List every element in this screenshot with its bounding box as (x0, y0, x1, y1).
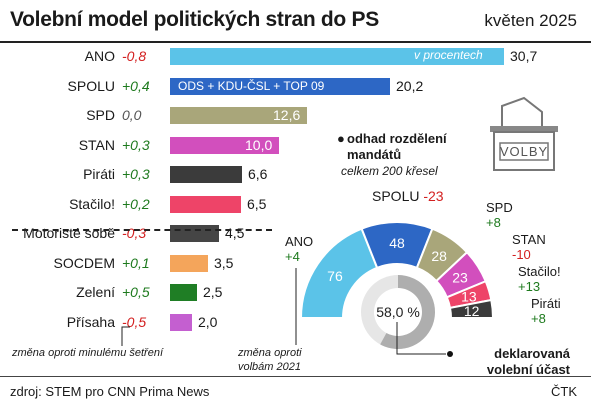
bar-value: 2,5 (203, 284, 223, 300)
seat-party-stan: STAN (512, 232, 546, 247)
bar-label: SPD (86, 107, 115, 123)
seat-label-spolu: SPOLU -23 (372, 189, 444, 204)
turnout-value: 58,0 % (376, 304, 420, 320)
bar-label: SPOLU (67, 78, 115, 94)
seat-value: 13 (461, 289, 477, 305)
bar-value: 2,0 (198, 314, 218, 330)
change-note-survey: změna oproti minulému šetření (12, 347, 164, 359)
seat-change-stacilo: +13 (518, 279, 541, 294)
top-rule (0, 41, 591, 43)
chart-title: Volební model politických stran do PS (10, 8, 379, 31)
seat-label-ano: ANO +4 (285, 234, 313, 264)
change-note-elections: změna oproti volbám 2021 (238, 347, 302, 373)
seat-party-spolu: SPOLU (372, 188, 420, 204)
seat-label-spd: SPD +8 (486, 200, 513, 230)
bottom-rule (0, 376, 591, 377)
seat-value: 48 (389, 235, 405, 251)
bar-label: STAN (78, 137, 115, 153)
bar-label: Motoristé sobě (23, 225, 115, 241)
seat-change-spd: +8 (486, 215, 501, 230)
turnout-title: deklarovaná volební účast (486, 346, 570, 377)
seat-segment (448, 298, 495, 319)
bar-label: SOCDEM (53, 255, 115, 271)
bar-label: Stačilo! (69, 196, 115, 212)
bar-change: +0,1 (122, 255, 150, 271)
bar-change: +0,3 (122, 166, 150, 182)
unit-note: v procentech (414, 48, 483, 62)
bar-change: 0,0 (122, 107, 142, 123)
bar-change: +0,2 (122, 196, 150, 212)
bar-value: 10,0 (245, 137, 273, 153)
agency-credit: ČTK (551, 384, 577, 399)
seat-title-text: odhad rozdělení mandátů (347, 131, 447, 162)
seat-label-stan: STAN -10 (512, 232, 546, 262)
bar-value: 12,6 (273, 107, 301, 123)
bar (170, 136, 279, 154)
seat-label-pirati: Piráti +8 (531, 296, 561, 326)
bar-label: Piráti (83, 166, 115, 182)
seat-change-ano: +4 (285, 249, 300, 264)
bar-value: 6,5 (247, 196, 267, 212)
ballot-box-label: VOLBY (500, 144, 548, 159)
bar (170, 224, 219, 242)
seat-value: 28 (431, 248, 447, 264)
seat-chart-subtitle: celkem 200 křesel (341, 164, 438, 178)
bar (170, 165, 242, 183)
bar-label: ANO (84, 48, 115, 64)
bar-value: 20,2 (396, 78, 424, 94)
seat-value: 12 (464, 303, 480, 319)
bar-value: 6,6 (248, 166, 268, 182)
bar-change: -0,8 (122, 48, 147, 64)
bar-change: -0,5 (122, 314, 147, 330)
bar-change: +0,5 (122, 284, 150, 300)
bar (170, 106, 307, 124)
bar (170, 283, 197, 301)
bar (170, 77, 390, 95)
bar (170, 313, 192, 331)
bar-value: 4,5 (225, 225, 245, 241)
seat-party-stacilo: Stačilo! (518, 264, 561, 279)
bar-label: Přísaha (66, 314, 115, 330)
chart-date: květen 2025 (484, 11, 577, 30)
bar (170, 254, 208, 272)
seat-value: 76 (327, 268, 343, 284)
bar (170, 47, 504, 65)
seat-value: 23 (452, 269, 468, 285)
bar-value: 30,7 (510, 48, 538, 64)
ballot-box-icon: VOLBY (490, 96, 558, 171)
bar-label: Zelení (76, 284, 115, 300)
seat-label-stacilo: Stačilo! +13 (518, 264, 561, 294)
bar-value: 3,5 (214, 255, 234, 271)
spolu-composition: ODS + KDU-ČSL + TOP 09 (178, 79, 325, 93)
seat-party-ano: ANO (285, 234, 314, 249)
seat-change-pirati: +8 (531, 311, 546, 326)
seat-party-spd: SPD (486, 200, 513, 215)
threshold-divider (12, 229, 272, 231)
seat-change-stan: -10 (512, 247, 531, 262)
bar-change: -0,3 (122, 225, 147, 241)
bar (170, 195, 241, 213)
source-note: zdroj: STEM pro CNN Prima News (10, 384, 210, 399)
bar-change: +0,3 (122, 137, 150, 153)
seat-party-pirati: Piráti (531, 296, 561, 311)
seat-change-spolu: -23 (423, 188, 444, 204)
bar-change: +0,4 (122, 78, 150, 94)
seat-chart-title: ● odhad rozdělení mandátů (337, 131, 467, 163)
